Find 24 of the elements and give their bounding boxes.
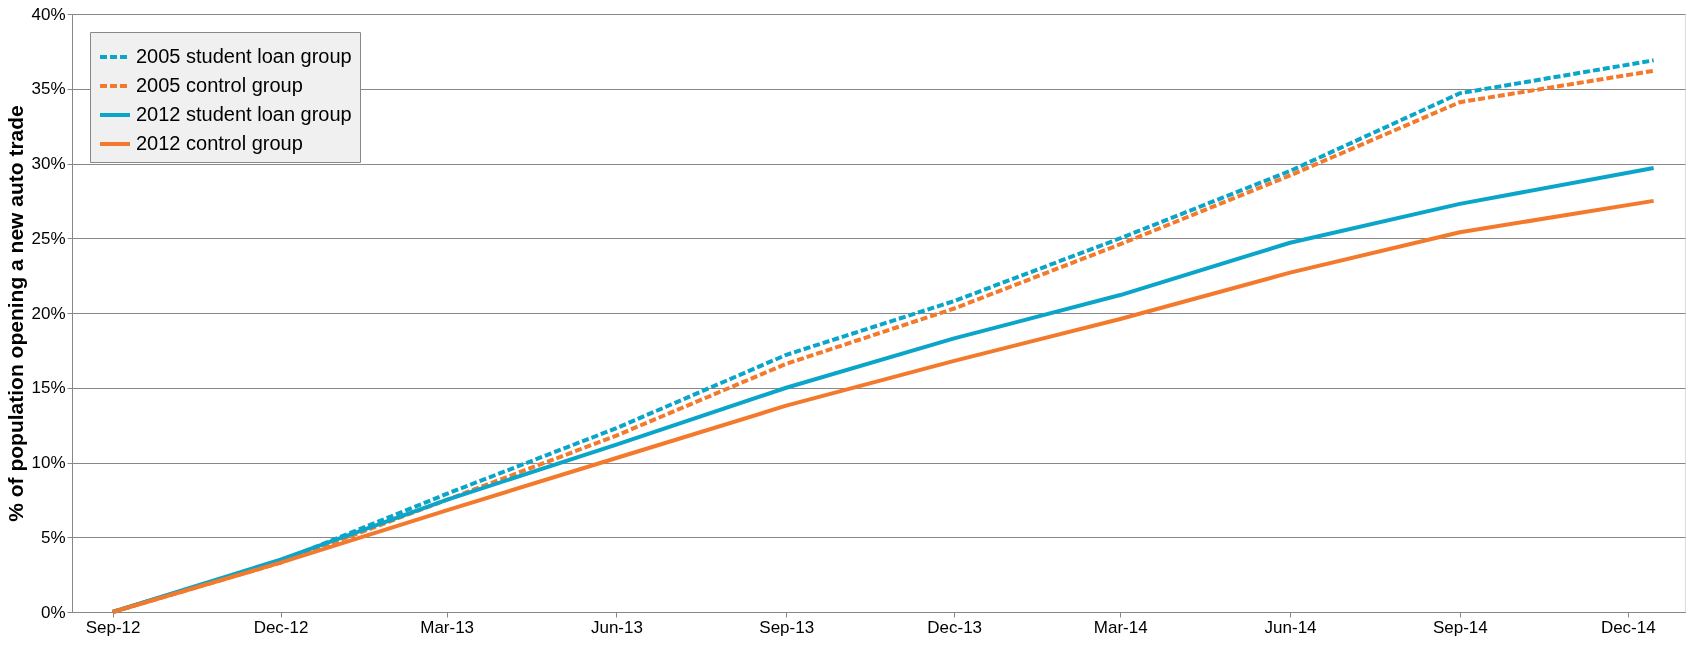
y-tick-label: 40% [31,4,66,24]
legend-label: 2012 student loan group [136,103,352,125]
x-tick-label: Jun-14 [1264,617,1317,637]
x-tick-label: Dec-12 [253,617,309,637]
x-tick-label: Mar-13 [420,617,475,637]
y-tick-label: 10% [31,453,66,472]
y-tick-label: 0% [40,602,66,622]
x-tick-label: Jun-13 [590,617,643,637]
x-tick-label: Mar-14 [1093,617,1148,637]
x-tick-label: Dec-13 [927,617,983,637]
legend-label: 2012 control group [136,132,303,154]
legend-label: 2005 control group [136,74,303,96]
y-tick-label: 25% [31,228,66,248]
x-tick-label: Dec-14 [1600,617,1656,637]
y-tick-label: 35% [31,79,66,99]
x-tick-label: Sep-13 [759,617,815,637]
x-tick-label: Sep-14 [1432,617,1488,637]
y-tick-label: 30% [31,154,66,173]
y-tick-label: 5% [40,527,66,547]
y-axis-title: % of population opening a new auto trade [4,105,28,522]
legend-label: 2005 student loan group [136,45,352,67]
x-tick-label: Sep-12 [85,617,141,637]
y-tick-label: 20% [31,303,66,323]
y-tick-label: 15% [31,378,66,398]
